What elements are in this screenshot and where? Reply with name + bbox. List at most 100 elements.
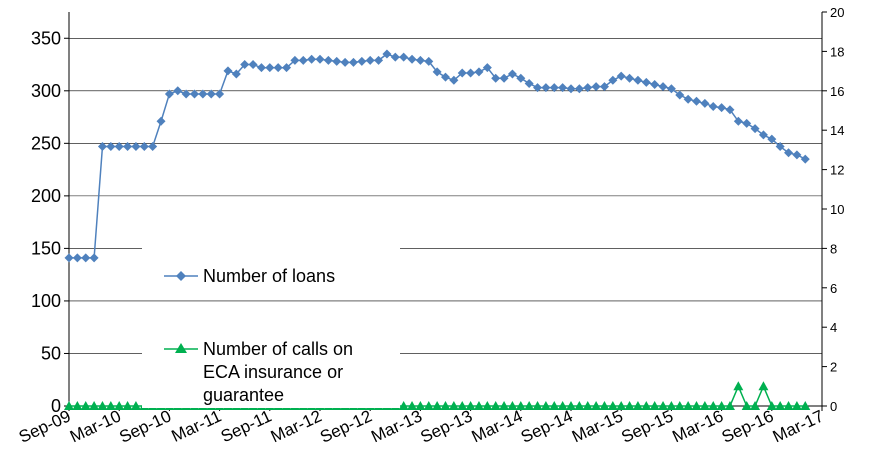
loans-point bbox=[97, 141, 107, 151]
x-tick-label: Mar-12 bbox=[268, 406, 325, 446]
left-tick-label: 350 bbox=[31, 28, 61, 48]
loans-point bbox=[357, 56, 367, 66]
calls-point bbox=[557, 401, 568, 410]
calls-point bbox=[72, 401, 83, 410]
calls-point bbox=[97, 401, 108, 410]
loans-point bbox=[114, 141, 124, 151]
legend-box-calls bbox=[142, 332, 400, 408]
x-tick-label: Mar-14 bbox=[469, 406, 526, 446]
calls-point bbox=[540, 401, 551, 410]
calls-point bbox=[658, 401, 669, 410]
loans-point bbox=[348, 57, 358, 67]
calls-point bbox=[524, 401, 535, 410]
calls-point bbox=[775, 401, 786, 410]
legend-marker-calls bbox=[175, 343, 187, 353]
calls-point bbox=[532, 401, 543, 410]
calls-point bbox=[733, 381, 744, 391]
loans-point bbox=[758, 130, 768, 140]
right-tick-label: 4 bbox=[830, 320, 837, 335]
loans-point bbox=[784, 148, 794, 158]
calls-point bbox=[432, 401, 443, 410]
loans-point bbox=[340, 57, 350, 67]
right-tick-label: 18 bbox=[830, 44, 844, 59]
calls-point bbox=[632, 401, 643, 410]
loans-point bbox=[524, 78, 534, 88]
x-tick-label: Sep-10 bbox=[116, 406, 174, 446]
calls-point bbox=[766, 401, 777, 410]
loans-point bbox=[491, 73, 501, 83]
left-tick-label: 200 bbox=[31, 186, 61, 206]
loans-point bbox=[725, 105, 735, 115]
loans-point bbox=[248, 60, 258, 70]
left-tick-label: 100 bbox=[31, 291, 61, 311]
x-tick-label: Mar-15 bbox=[569, 406, 626, 446]
calls-point bbox=[64, 401, 74, 410]
loans-point bbox=[449, 75, 459, 85]
loans-point bbox=[591, 82, 601, 92]
right-tick-label: 14 bbox=[830, 123, 844, 138]
calls-point bbox=[683, 401, 694, 410]
loans-point bbox=[499, 73, 509, 83]
calls-point bbox=[490, 401, 501, 410]
loans-point bbox=[407, 54, 417, 64]
loans-point bbox=[315, 54, 325, 64]
loans-point bbox=[206, 89, 216, 99]
right-tick-label: 2 bbox=[830, 360, 837, 375]
calls-point bbox=[515, 401, 526, 410]
loans-point bbox=[441, 72, 450, 82]
loans-point bbox=[81, 253, 91, 263]
legend: Number of loans Number of calls on ECA in… bbox=[142, 248, 400, 408]
right-tick-label: 0 bbox=[830, 399, 837, 414]
calls-point bbox=[423, 401, 434, 410]
left-axis-tick-labels: 0 50 100 150 200 250 300 350 bbox=[31, 28, 61, 416]
right-tick-label: 16 bbox=[830, 84, 844, 99]
calls-point bbox=[699, 401, 710, 410]
calls-point bbox=[666, 401, 677, 410]
loans-point bbox=[282, 63, 292, 73]
loans-point bbox=[240, 60, 250, 70]
left-tick-label: 0 bbox=[51, 396, 61, 416]
loans-point bbox=[533, 83, 543, 93]
loans-point bbox=[382, 49, 392, 59]
legend-label-calls-line: ECA insurance or bbox=[203, 362, 343, 382]
right-tick-label: 6 bbox=[830, 281, 837, 296]
loans-point bbox=[457, 68, 467, 78]
calls-point bbox=[457, 401, 468, 410]
calls-point bbox=[398, 401, 409, 410]
calls-point bbox=[591, 401, 602, 410]
calls-point bbox=[674, 401, 685, 410]
calls-point bbox=[708, 401, 719, 410]
loans-point bbox=[365, 55, 375, 65]
loans-point bbox=[432, 67, 442, 77]
loans-point bbox=[265, 63, 275, 73]
loans-point bbox=[666, 84, 676, 94]
loans-point bbox=[792, 150, 802, 160]
x-tick-label: Sep-13 bbox=[418, 406, 476, 446]
loans-point bbox=[800, 154, 810, 164]
x-tick-label: Sep-14 bbox=[518, 406, 576, 446]
loans-point bbox=[599, 82, 609, 92]
right-tick-label: 20 bbox=[830, 5, 844, 20]
loans-point bbox=[424, 56, 434, 66]
loans-point bbox=[566, 84, 576, 94]
calls-point bbox=[649, 401, 660, 410]
loans-line bbox=[69, 53, 806, 259]
loans-point bbox=[72, 253, 82, 263]
x-tick-label: Mar-17 bbox=[770, 406, 827, 446]
loans-point bbox=[558, 83, 568, 93]
calls-point bbox=[566, 401, 576, 410]
loans-point bbox=[474, 67, 484, 77]
loans-point bbox=[541, 83, 551, 93]
calls-point bbox=[549, 401, 560, 410]
calls-point bbox=[448, 401, 459, 410]
calls-point bbox=[499, 401, 510, 410]
left-tick-label: 300 bbox=[31, 81, 61, 101]
loans-point bbox=[332, 56, 342, 66]
loans-point bbox=[273, 63, 283, 73]
left-tick-label: 50 bbox=[41, 343, 61, 363]
calls-point bbox=[599, 401, 610, 410]
left-tick-label: 250 bbox=[31, 133, 61, 153]
right-tick-label: 10 bbox=[830, 202, 844, 217]
legend-box-loans bbox=[142, 248, 400, 298]
calls-point bbox=[89, 401, 100, 410]
